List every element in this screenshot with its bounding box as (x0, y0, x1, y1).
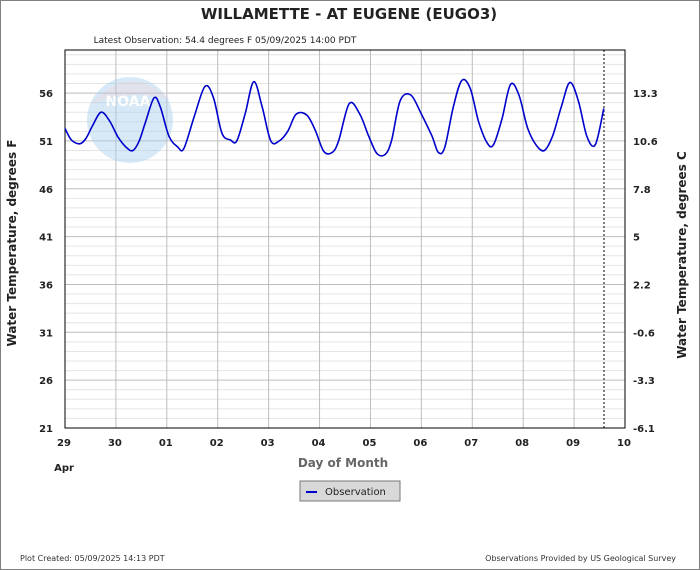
y-tick-label: 26 (39, 376, 53, 387)
series-line-observation (64, 78, 605, 157)
y-tick-label: 46 (39, 185, 53, 196)
noaa-watermark-disc (87, 77, 173, 163)
observations-provider: Observations Provided by US Geological S… (485, 554, 676, 563)
latest-observation: Latest Observation: 54.4 degrees F 05/09… (94, 36, 357, 46)
x-tick-label: 06 (413, 438, 427, 449)
legend-label-observation: Observation (325, 487, 386, 498)
y2-tick-label: -3.3 (633, 376, 655, 387)
x-tick-label: 10 (617, 438, 631, 449)
y2-tick-label: 10.6 (633, 137, 658, 148)
x-tick-label: 07 (464, 438, 478, 449)
y-tick-label: 36 (39, 280, 53, 291)
x-month-label: Apr (54, 463, 74, 474)
y2-tick-label: 5 (633, 233, 640, 244)
minor-grid (65, 54, 625, 419)
x-tick-label: 29 (57, 438, 71, 449)
x-tick-label: 09 (566, 438, 580, 449)
x-tick-label: 03 (261, 438, 275, 449)
y2-tick-label: 7.8 (633, 185, 651, 196)
x-tick-label: 05 (362, 438, 376, 449)
x-tick-label: 08 (515, 438, 529, 449)
legend[interactable]: Observation (299, 480, 401, 502)
y-axis-ticks: 21 26 31 36 41 46 51 56 (39, 89, 53, 435)
y-tick-label: 56 (39, 89, 53, 100)
y2-axis-ticks: -6.1 -3.3 -0.6 2.2 5 7.8 10.6 13.3 (633, 89, 658, 435)
chart-title: WILLAMETTE - AT EUGENE (EUGO3) (201, 5, 497, 23)
y2-tick-label: 13.3 (633, 89, 658, 100)
y2-axis-label: Water Temperature, degrees C (675, 151, 689, 359)
y-axis-label: Water Temperature, degrees F (5, 140, 19, 347)
legend-box (299, 480, 401, 502)
y-tick-label: 21 (39, 424, 53, 435)
y-tick-label: 51 (39, 137, 53, 148)
x-tick-label: 04 (312, 438, 326, 449)
x-tick-label: 02 (210, 438, 224, 449)
noaa-watermark-bird (90, 81, 170, 105)
x-tick-label: 01 (159, 438, 173, 449)
x-axis-ticks: 29 30 01 02 03 04 05 06 07 08 09 10 (57, 438, 631, 449)
noaa-watermark: NOAA (87, 77, 173, 163)
plot-created: Plot Created: 05/09/2025 14:13 PDT (20, 554, 165, 563)
y2-tick-label: -6.1 (633, 424, 655, 435)
y-tick-label: 41 (39, 233, 53, 244)
plot-border (64, 49, 626, 429)
y-tick-label: 31 (39, 328, 53, 339)
y2-tick-label: 2.2 (633, 280, 651, 291)
x-tick-label: 30 (108, 438, 122, 449)
x-axis-label: Day of Month (298, 456, 388, 470)
noaa-watermark-text: NOAA (106, 94, 151, 110)
y2-tick-label: -0.6 (633, 328, 655, 339)
